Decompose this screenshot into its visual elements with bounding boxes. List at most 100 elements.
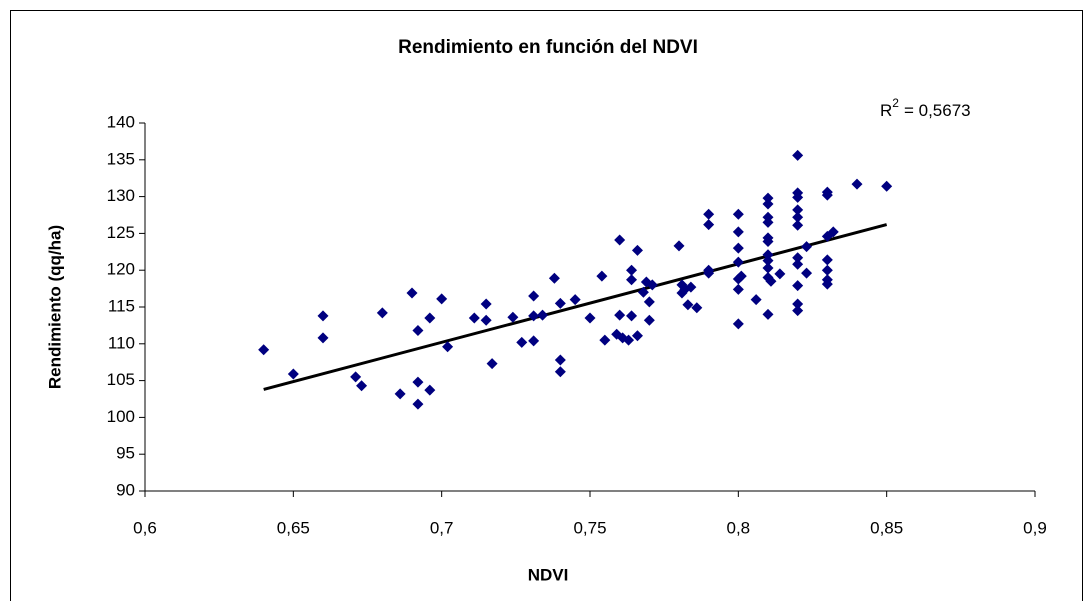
point bbox=[376, 307, 388, 319]
point bbox=[424, 384, 436, 396]
point bbox=[287, 368, 299, 380]
r2-rest: = 0,5673 bbox=[904, 101, 971, 120]
point bbox=[258, 344, 270, 356]
point bbox=[762, 216, 774, 228]
point bbox=[691, 302, 703, 314]
point bbox=[614, 234, 626, 246]
y-tick-label: 90 bbox=[116, 480, 135, 499]
point bbox=[623, 334, 635, 346]
point bbox=[821, 254, 833, 266]
point bbox=[703, 208, 715, 220]
point bbox=[412, 376, 424, 388]
point bbox=[424, 312, 436, 324]
point bbox=[762, 262, 774, 274]
point bbox=[792, 305, 804, 317]
x-tick-label: 0,75 bbox=[573, 518, 606, 537]
point bbox=[631, 244, 643, 256]
point bbox=[468, 312, 480, 324]
y-tick-label: 125 bbox=[107, 223, 135, 242]
point bbox=[735, 270, 747, 282]
point bbox=[685, 281, 697, 293]
y-tick-label: 135 bbox=[107, 149, 135, 168]
chart-title: Rendimiento en función del NDVI bbox=[398, 37, 698, 58]
point bbox=[762, 192, 774, 204]
point bbox=[821, 264, 833, 276]
r2-superscript: 2 bbox=[892, 96, 899, 110]
point bbox=[412, 398, 424, 410]
point bbox=[703, 267, 715, 279]
x-tick-label: 0,6 bbox=[133, 518, 157, 537]
r2-annotation: R2 = 0,5673 bbox=[880, 96, 971, 120]
point bbox=[732, 283, 744, 295]
point bbox=[732, 242, 744, 254]
point bbox=[480, 314, 492, 326]
point bbox=[732, 256, 744, 268]
point bbox=[394, 388, 406, 400]
point bbox=[792, 211, 804, 223]
point bbox=[821, 278, 833, 290]
point bbox=[626, 310, 638, 322]
point bbox=[528, 310, 540, 322]
y-tick-label: 95 bbox=[116, 444, 135, 463]
y-tick-label: 115 bbox=[108, 296, 135, 315]
point bbox=[750, 294, 762, 306]
point bbox=[792, 219, 804, 231]
point bbox=[792, 149, 804, 161]
x-tick-label: 0,85 bbox=[870, 518, 903, 537]
point bbox=[596, 270, 608, 282]
point bbox=[792, 204, 804, 216]
point bbox=[637, 286, 649, 298]
point bbox=[881, 180, 893, 192]
x-tick-label: 0,8 bbox=[727, 518, 751, 537]
point bbox=[442, 341, 454, 353]
point bbox=[762, 198, 774, 210]
x-tick-label: 0,65 bbox=[277, 518, 310, 537]
point bbox=[762, 255, 774, 267]
point bbox=[643, 314, 655, 326]
point bbox=[827, 226, 839, 238]
point bbox=[317, 310, 329, 322]
point bbox=[762, 235, 774, 247]
point bbox=[480, 298, 492, 310]
point bbox=[554, 354, 566, 366]
point bbox=[792, 252, 804, 264]
point bbox=[821, 189, 833, 201]
point bbox=[412, 325, 424, 337]
point bbox=[614, 309, 626, 321]
point bbox=[801, 241, 813, 253]
point bbox=[406, 287, 418, 299]
point bbox=[631, 330, 643, 342]
point bbox=[350, 371, 362, 383]
point bbox=[732, 318, 744, 330]
point bbox=[792, 258, 804, 270]
point bbox=[646, 279, 658, 291]
point bbox=[569, 294, 581, 306]
point bbox=[528, 335, 540, 347]
point bbox=[537, 309, 549, 321]
point bbox=[762, 308, 774, 320]
point bbox=[548, 272, 560, 284]
point bbox=[528, 290, 540, 302]
point bbox=[732, 208, 744, 220]
y-tick-label: 130 bbox=[107, 186, 135, 205]
point bbox=[703, 219, 715, 231]
x-axis-label: NDVI bbox=[528, 565, 569, 584]
point bbox=[682, 299, 694, 311]
point bbox=[774, 268, 786, 280]
point bbox=[732, 226, 744, 238]
point bbox=[436, 293, 448, 305]
r2-text: R bbox=[880, 101, 892, 120]
point bbox=[801, 267, 813, 279]
y-tick-label: 100 bbox=[107, 407, 135, 426]
point bbox=[643, 296, 655, 308]
x-tick-label: 0,7 bbox=[430, 518, 454, 537]
point bbox=[673, 240, 685, 252]
point bbox=[317, 332, 329, 344]
point bbox=[554, 297, 566, 309]
point bbox=[792, 191, 804, 203]
y-axis-label: Rendimiento (qq/ha) bbox=[45, 225, 64, 389]
point bbox=[486, 358, 498, 370]
point bbox=[584, 312, 596, 324]
point bbox=[765, 275, 777, 287]
